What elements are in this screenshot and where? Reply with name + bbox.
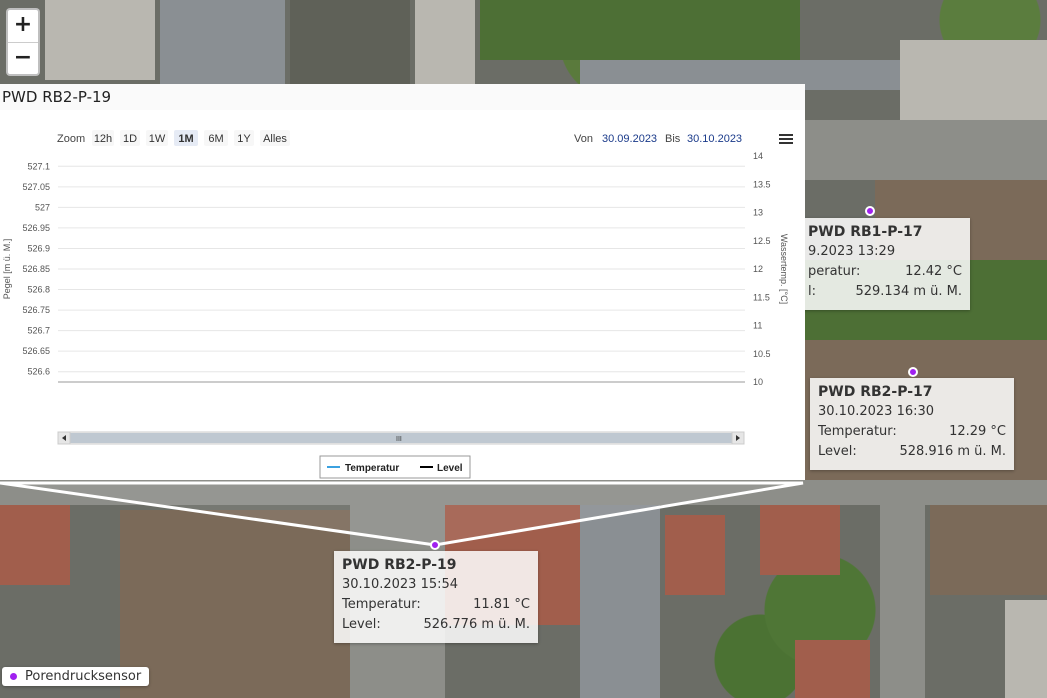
range-button-label: 1M — [178, 133, 193, 145]
sensor-tooltip-level-value: 526.776 m ü. M. — [423, 617, 530, 632]
sensor-tooltip-title: PWD RB1-P-17 — [808, 224, 923, 240]
range-button-label: 6M — [208, 133, 223, 145]
sensor-tooltip-temp-value: 12.42 °C — [905, 264, 962, 279]
hamburger-menu-icon[interactable] — [779, 134, 793, 144]
sensor-tooltip-date: 9.2023 13:29 — [808, 244, 896, 259]
sensor-dot-icon — [10, 673, 17, 680]
sensor-popup: PWD RB2-P-19 Zoom 12h 1D 1W 1M 6M 1Y Alles Von… — [0, 84, 805, 480]
y-left-tick-label: 526.65 — [22, 346, 50, 356]
map-building — [45, 0, 155, 80]
map-building — [580, 505, 660, 698]
y-left-tick-label: 526.85 — [22, 264, 50, 274]
range-button-label: 12h — [94, 133, 112, 145]
y-right-tick-label: 12.5 — [753, 236, 771, 246]
sensor-tooltip-title: PWD RB2-P-19 — [342, 557, 457, 573]
sensor-marker-rb2-p-17[interactable] — [908, 367, 918, 377]
sensor-tooltip-level-label: Level: — [818, 444, 857, 459]
sensor-tooltip-rb2-p-19: PWD RB2-P-19 30.10.2023 15:54 Temperatur… — [334, 551, 538, 643]
sensor-tooltip-level-label: Level: — [342, 617, 381, 632]
range-button-12h[interactable]: 12h — [92, 130, 114, 146]
zoom-in-button[interactable]: + — [8, 10, 38, 43]
y-left-tick-label: 526.6 — [27, 367, 50, 377]
map-building — [0, 505, 70, 585]
zoom-out-button[interactable]: − — [13, 45, 33, 70]
y-left-tick-label: 526.7 — [27, 326, 50, 336]
map-vegetation — [480, 0, 800, 60]
range-button-1y[interactable]: 1Y — [234, 130, 254, 146]
sensor-marker-rb1-p-17[interactable] — [865, 206, 875, 216]
y-right-tick-label: 10.5 — [753, 349, 771, 359]
y-right-tick-label: 13 — [753, 208, 763, 218]
popup-title: PWD RB2-P-19 — [0, 84, 805, 110]
y-left-tick-label: 526.9 — [27, 243, 50, 253]
map-building — [665, 515, 725, 595]
map-road — [880, 505, 925, 698]
range-button-6m[interactable]: 6M — [204, 130, 228, 146]
sensor-chart: Zoom 12h 1D 1W 1M 6M 1Y Alles Von 30.09.2023 B… — [2, 130, 793, 479]
range-button-1m[interactable]: 1M — [174, 130, 198, 146]
arrow-left-icon — [62, 435, 66, 441]
sensor-marker-rb2-p-19[interactable] — [430, 540, 440, 550]
sensor-tooltip-rb2-p-17: PWD RB2-P-17 30.10.2023 16:30 Temperatur… — [810, 378, 1014, 470]
y-left-tick-label: 527 — [35, 202, 50, 212]
range-button-label: 1Y — [237, 133, 251, 145]
map-road — [805, 120, 1047, 180]
map-legend: Porendrucksensor — [2, 667, 150, 686]
map-building — [120, 510, 350, 698]
y-right-tick-label: 13.5 — [753, 179, 771, 189]
range-button-label: Alles — [263, 133, 287, 145]
sensor-tooltip-temp-label: Temperatur: — [342, 597, 421, 612]
chart-legend — [319, 455, 471, 479]
sensor-tooltip-level-label: l: — [808, 284, 816, 299]
y-left-tick-label: 526.95 — [22, 223, 50, 233]
y-right-tick-label: 12 — [753, 264, 763, 274]
y-right-tick-label: 10 — [753, 377, 763, 387]
legend-item-temperatur[interactable]: Temperatur — [345, 463, 399, 474]
range-button-alles[interactable]: Alles — [260, 130, 290, 146]
range-to-label: Bis — [665, 133, 681, 145]
sensor-tooltip-date: 30.10.2023 16:30 — [818, 404, 935, 419]
map-building — [1005, 600, 1047, 698]
sensor-tooltip-temp-value: 12.29 °C — [949, 424, 1006, 439]
y-left-tick-label: 526.75 — [22, 305, 50, 315]
y-left-tick-label: 527.1 — [27, 161, 50, 171]
arrow-right-icon — [736, 435, 740, 441]
y-right-tick-label: 11.5 — [753, 292, 770, 302]
range-button-label: 1W — [149, 133, 166, 145]
map-building — [930, 505, 1047, 595]
map-building — [290, 0, 410, 84]
range-button-1d[interactable]: 1D — [120, 130, 140, 146]
chart-scrollbar-thumb[interactable] — [70, 433, 732, 443]
y-left-axis-label: Pegel [m ü. M.] — [2, 239, 12, 300]
sensor-tooltip-temp-label: peratur: — [808, 264, 861, 279]
sensor-tooltip-temp-label: Temperatur: — [818, 424, 897, 439]
y-left-tick-label: 527.05 — [22, 182, 50, 192]
sensor-tooltip-level-value: 528.916 m ü. M. — [899, 444, 1006, 459]
sensor-tooltip-date: 30.10.2023 15:54 — [342, 577, 459, 592]
map-building — [760, 505, 840, 575]
range-to-input[interactable]: 30.10.2023 — [687, 133, 742, 145]
range-button-label: 1D — [123, 133, 137, 145]
sensor-tooltip-title: PWD RB2-P-17 — [818, 384, 933, 400]
chart-scrollbar-grip-icon[interactable]: III — [396, 436, 402, 443]
range-from-label: Von — [574, 133, 593, 145]
y-right-tick-label: 11 — [753, 321, 762, 331]
y-right-tick-label: 14 — [753, 151, 763, 161]
y-right-axis-label: Wassertemp. [°C] — [779, 234, 789, 304]
map-zoom-control: + − — [6, 8, 40, 76]
map-building — [795, 640, 870, 698]
sensor-tooltip-temp-value: 11.81 °C — [473, 597, 530, 612]
range-from-input[interactable]: 30.09.2023 — [602, 133, 657, 145]
map-building — [415, 0, 475, 84]
map-building — [900, 40, 1047, 120]
map-legend-label: Porendrucksensor — [25, 669, 142, 684]
legend-item-level[interactable]: Level — [437, 463, 463, 474]
range-zoom-label: Zoom — [57, 133, 85, 145]
y-left-tick-label: 526.8 — [27, 285, 50, 295]
map-building — [160, 0, 285, 84]
sensor-tooltip-level-value: 529.134 m ü. M. — [855, 284, 962, 299]
range-button-1w[interactable]: 1W — [146, 130, 168, 146]
